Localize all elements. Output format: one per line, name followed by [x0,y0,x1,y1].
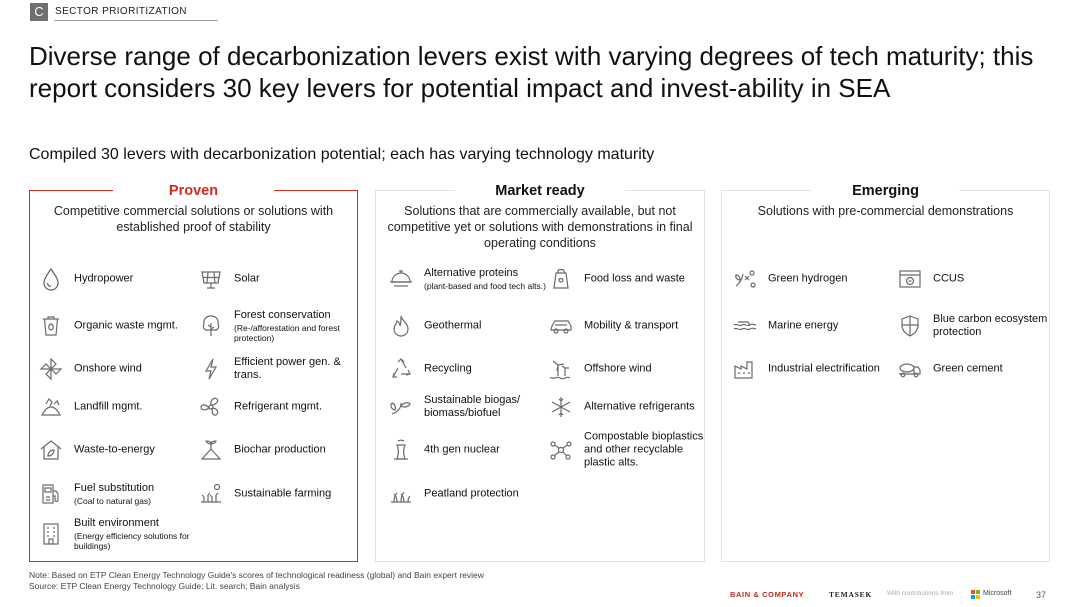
proven-panel: Proven Competitive commercial solutions … [29,183,358,562]
lever-label: CCUS [933,272,965,285]
market-ready-heading: Market ready [455,183,625,199]
market-ready-panel: Market ready Solutions that are commerci… [375,183,705,562]
microsoft-logo-icon [971,590,980,599]
lever-label: Compostable bioplastics and other recycl… [584,430,704,469]
proven-heading: Proven [112,183,275,199]
lever-label: Onshore wind [74,362,142,375]
emerging-heading: Emerging [812,183,959,199]
lever-label: 4th gen nuclear [424,443,500,456]
lever-label: Mobility & transport [584,319,679,332]
section-letter: C [30,3,48,21]
footnote-source: Source: ETP Clean Energy Technology Guid… [29,581,300,591]
landfill-icon [38,394,64,420]
lever-label: Industrial electrification [768,362,880,375]
lightning-icon [198,356,224,382]
lever-label: Landfill mgmt. [74,400,143,413]
emerging-description: Solutions with pre-commercial demonstrat… [757,204,1014,218]
farming-icon [198,481,224,507]
lever-label: Offshore wind [584,362,652,375]
lever-label: Green hydrogen [768,272,848,285]
lever-label: Forest conservation [234,309,331,321]
sprout-icon [198,437,224,463]
section-rule [54,20,218,21]
factory-icon [732,356,758,382]
lever-label: Waste-to-energy [74,443,155,456]
waste-bin-icon [38,313,64,339]
lever-label: Alternative refrigerants [584,400,695,413]
shield-icon [897,313,923,339]
bain-logo: BAIN & COMPANY [730,590,805,599]
snowflake-icon [548,394,574,420]
lever-label: Efficient power gen. & trans. [234,356,341,381]
contributions-label: With contributions from [887,590,954,597]
microsoft-name: Microsoft [983,590,1012,597]
lever-label: Fuel substitution [74,482,155,494]
cement-truck-icon [897,356,923,382]
lever-label: Peatland protection [424,487,519,500]
lever-label: Recycling [424,362,472,375]
food-bag-icon [548,266,574,292]
droplet-icon [38,266,64,292]
market-heading-wrap: Market ready [376,182,704,200]
solar-panel-icon [198,266,224,292]
flame-icon [388,313,414,339]
page-title: Diverse range of decarbonization levers … [29,41,1034,103]
building-icon [38,521,64,547]
hydrogen-icon [732,266,758,292]
pinwheel-icon [38,356,64,382]
wave-icon [732,313,758,339]
lever-sublabel: (Energy efficiency solutions for buildin… [74,531,190,551]
emerging-heading-wrap: Emerging [722,182,1049,200]
page-subtitle: Compiled 30 levers with decarbonization … [29,146,655,163]
lever-label: Food loss and waste [584,272,685,285]
lever-label: Hydropower [74,272,134,285]
lever-label: Built environment [74,517,159,529]
proven-heading-wrap: Proven [30,182,357,200]
market-ready-description: Solutions that are commercially availabl… [387,204,693,250]
lever-sublabel: (Coal to natural gas) [74,496,152,506]
lever-label: Solar [234,272,260,285]
grass-icon [388,481,414,507]
temasek-logo: TEMASEK [829,590,873,599]
lever-label: Marine energy [768,319,839,332]
page-number: 37 [1036,590,1047,600]
section-label: SECTOR PRIORITIZATION [55,6,187,17]
fan-icon [198,394,224,420]
food-cloche-icon [388,266,414,292]
recycle-icon [388,356,414,382]
footnote: Note: Based on ETP Clean Energy Technolo… [29,570,484,592]
leaves-icon [388,394,414,420]
cooling-tower-icon [388,437,414,463]
carbon-capture-icon [897,266,923,292]
lever-label: Sustainable biogas/ biomass/biofuel [424,394,521,419]
lever-label: Blue carbon ecosystem protection [933,313,1048,338]
footnote-note: Note: Based on ETP Clean Energy Technolo… [29,570,484,580]
lever-label: Refrigerant mgmt. [234,400,323,413]
molecule-icon [548,437,574,463]
fuel-pump-icon [38,481,64,507]
lever-sublabel: (Re-/afforestation and forest protection… [234,323,340,343]
lever-label: Geothermal [424,319,482,332]
emerging-panel: Emerging Solutions with pre-commercial d… [721,183,1050,562]
house-leaf-icon [38,437,64,463]
tree-icon [198,313,224,339]
lever-label: Sustainable farming [234,487,332,500]
vehicle-icon [548,313,574,339]
lever-label: Alternative proteins [424,267,519,279]
lever-label: Green cement [933,362,1003,375]
lever-label: Organic waste mgmt. [74,319,178,332]
lever-sublabel: (plant-based and food tech alts.) [424,281,546,291]
lever-label: Biochar production [234,443,326,456]
proven-description: Competitive commercial solutions or solu… [53,204,334,234]
offshore-turbine-icon [548,356,574,382]
